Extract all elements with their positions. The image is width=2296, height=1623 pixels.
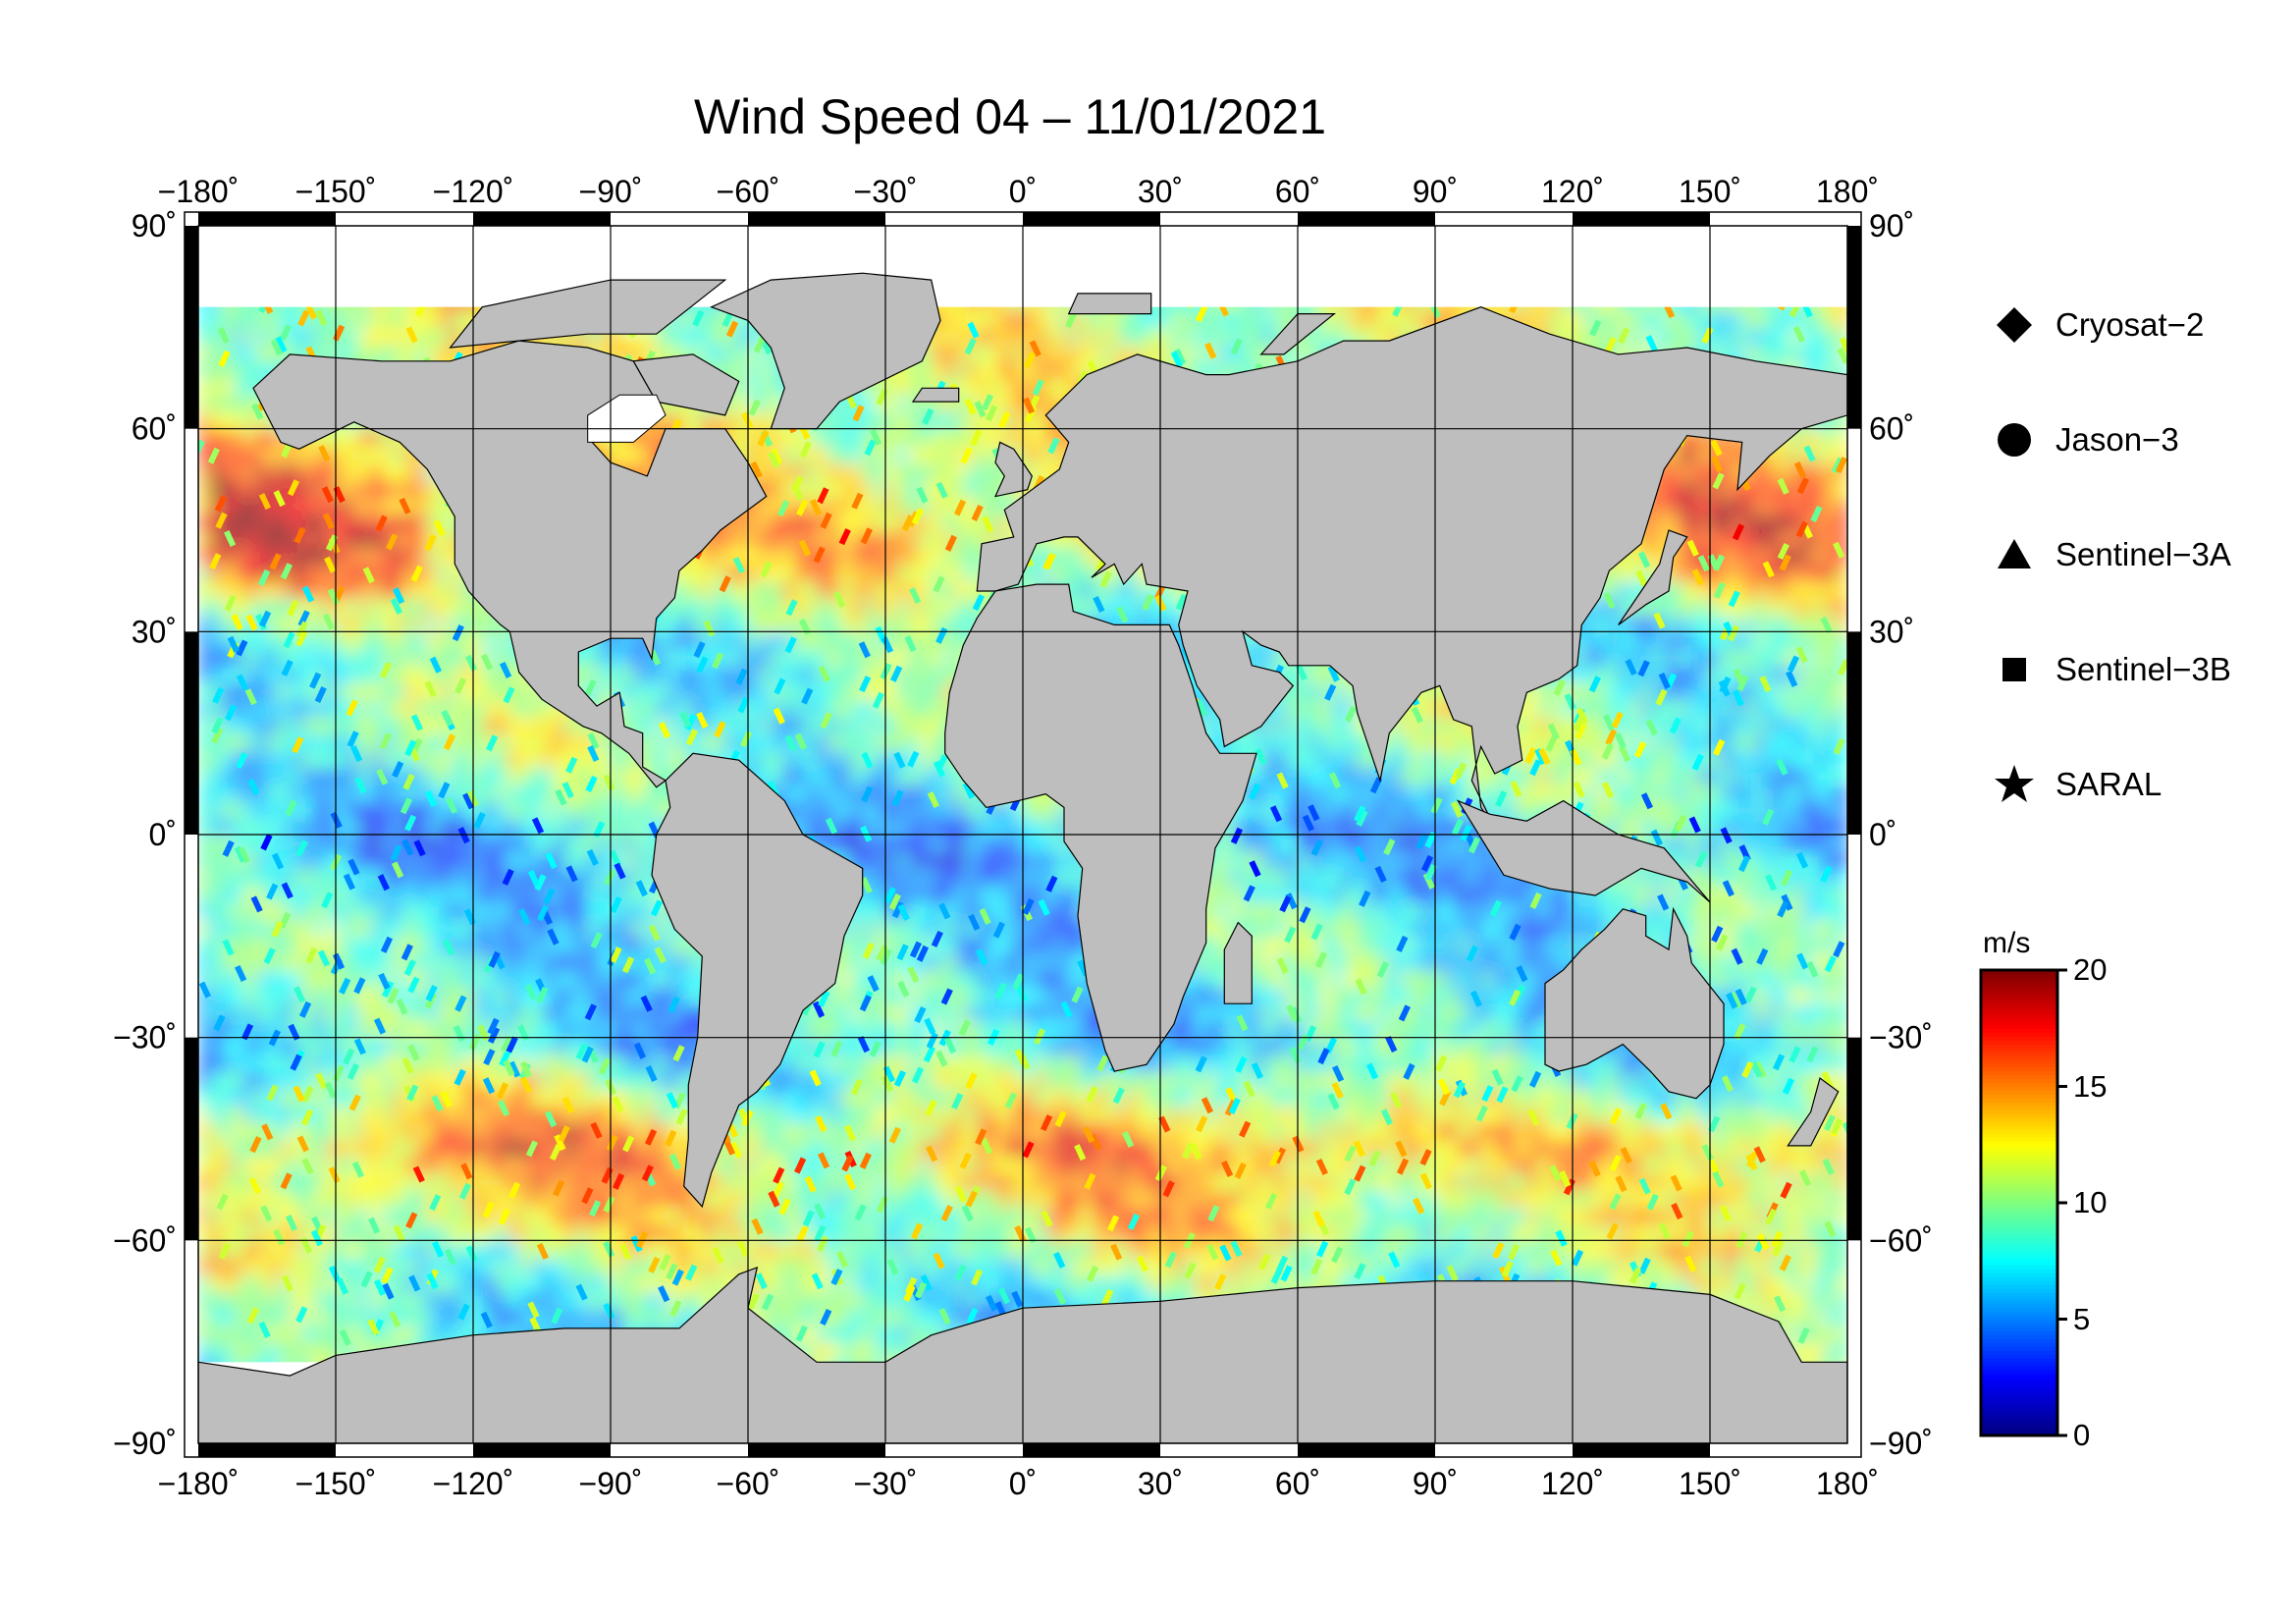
diamond-icon — [1993, 303, 2036, 347]
frame-segment-top — [198, 212, 336, 226]
frame-segment-left — [185, 226, 198, 429]
lat-tick-label-right: −90˚ — [1869, 1426, 1933, 1461]
map-frame — [184, 211, 1862, 1458]
lat-tick-label-left: −30˚ — [113, 1020, 177, 1055]
lat-tick-label-right: −30˚ — [1869, 1020, 1933, 1055]
colorbar-tick-label: 5 — [2073, 1301, 2091, 1336]
frame-segment-left — [185, 1037, 198, 1241]
svalbard-landmass — [1067, 293, 1152, 315]
madagascar-landmass — [1223, 921, 1253, 1004]
australia-landmass — [1544, 906, 1725, 1100]
eurasia-landmass — [976, 306, 1847, 829]
frame-segment-bottom — [1023, 1443, 1160, 1457]
colorbar-tick-label: 0 — [2073, 1418, 2091, 1452]
lon-tick-label-top: 120˚ — [1541, 174, 1604, 209]
frame-segment-top — [473, 212, 611, 226]
south-america-landmass — [651, 752, 864, 1209]
lon-tick-label-bottom: −60˚ — [717, 1466, 780, 1501]
lon-tick-label-top: −150˚ — [295, 174, 377, 209]
frame-segment-right — [1847, 1037, 1861, 1241]
legend-label: Cryosat−2 — [2056, 306, 2205, 343]
indonesia-landmass — [1456, 799, 1711, 903]
lat-tick-label-left: −90˚ — [113, 1426, 177, 1461]
frame-segment-right — [1847, 631, 1861, 835]
star-icon — [1993, 763, 2036, 806]
lon-tick-label-bottom: −30˚ — [854, 1466, 918, 1501]
frame-segment-bottom — [198, 1443, 336, 1457]
lat-tick-label-right: 60˚ — [1869, 411, 1914, 447]
frame-segment-left — [185, 631, 198, 835]
triangle-icon — [1993, 533, 2036, 576]
lon-tick-label-bottom: −120˚ — [433, 1466, 514, 1501]
lon-tick-label-top: 60˚ — [1275, 174, 1320, 209]
frame-segment-bottom — [748, 1443, 885, 1457]
square-icon — [1993, 648, 2036, 691]
frame-segment-right — [1847, 226, 1861, 429]
lon-tick-label-bottom: 60˚ — [1275, 1466, 1320, 1501]
legend-item: Sentinel−3B — [1993, 645, 2231, 694]
lon-tick-label-bottom: 0˚ — [1009, 1466, 1037, 1501]
japan-landmass — [1618, 529, 1688, 625]
lon-tick-label-top: −180˚ — [158, 174, 240, 209]
colorbar-tick-label: 20 — [2073, 952, 2108, 987]
lon-tick-label-top: 180˚ — [1816, 174, 1879, 209]
lon-tick-label-top: −120˚ — [433, 174, 514, 209]
lon-tick-label-bottom: 150˚ — [1679, 1466, 1741, 1501]
legend-label: Jason−3 — [2056, 421, 2179, 458]
legend-label: Sentinel−3A — [2056, 536, 2231, 572]
axis-labels: −180˚ −180˚ −150˚ −150˚ −120˚ −120˚ −90˚ −90˚ −6… — [113, 174, 1933, 1501]
lon-tick-label-top: −90˚ — [579, 174, 643, 209]
lat-tick-label-left: 60˚ — [132, 411, 177, 447]
map-title: Wind Speed 04 – 11/01/2021 — [693, 89, 1327, 144]
canadian-archipelago-landmass — [449, 279, 727, 349]
north-america-landmass — [252, 340, 768, 788]
frame-segment-bottom — [473, 1443, 611, 1457]
lon-tick-label-bottom: 90˚ — [1413, 1466, 1458, 1501]
legend-item: SARAL — [1993, 760, 2162, 809]
lat-tick-label-right: 90˚ — [1869, 208, 1914, 243]
lon-tick-label-bottom: −180˚ — [158, 1466, 240, 1501]
lon-tick-label-top: −30˚ — [854, 174, 918, 209]
colorbar-tick-label: 10 — [2073, 1185, 2108, 1219]
new-zealand-landmass — [1787, 1076, 1840, 1147]
lon-tick-label-bottom: 30˚ — [1138, 1466, 1183, 1501]
lon-tick-label-bottom: −90˚ — [579, 1466, 643, 1501]
lon-tick-label-top: 30˚ — [1138, 174, 1183, 209]
hudson-bay-ice — [587, 394, 667, 443]
lon-tick-label-top: −60˚ — [717, 174, 780, 209]
frame-segment-top — [1298, 212, 1435, 226]
legend-item: Cryosat−2 — [1993, 300, 2204, 350]
baffin-landmass — [632, 353, 740, 416]
legend-label: SARAL — [2056, 766, 2163, 802]
lon-tick-label-top: 150˚ — [1679, 174, 1741, 209]
greenland-landmass — [710, 272, 941, 430]
colorbar-unit: m/s — [1983, 927, 2031, 959]
frame-segment-top — [1023, 212, 1160, 226]
frame-segment-bottom — [1573, 1443, 1710, 1457]
lat-tick-label-left: 30˚ — [132, 614, 177, 649]
circle-icon — [1993, 418, 2036, 461]
frame-segment-bottom — [1298, 1443, 1435, 1457]
lon-tick-label-bottom: 180˚ — [1816, 1466, 1879, 1501]
legend-item: Sentinel−3A — [1993, 530, 2231, 579]
lon-tick-label-top: 0˚ — [1009, 174, 1037, 209]
frame-segment-top — [1573, 212, 1710, 226]
frame-segment-top — [748, 212, 885, 226]
colorbar-tick-label: 15 — [2073, 1068, 2108, 1104]
legend-label: Sentinel−3B — [2056, 651, 2231, 687]
lat-tick-label-left: 0˚ — [149, 817, 177, 852]
lat-tick-label-right: 30˚ — [1869, 614, 1914, 649]
lat-tick-label-left: 90˚ — [132, 208, 177, 243]
colorbar — [1979, 968, 2067, 1437]
lat-tick-label-right: −60˚ — [1869, 1222, 1933, 1258]
lat-tick-label-right: 0˚ — [1869, 817, 1896, 852]
lon-tick-label-top: 90˚ — [1413, 174, 1458, 209]
graticule — [198, 226, 1847, 1443]
legend-item: Jason−3 — [1993, 415, 2179, 464]
lat-tick-label-left: −60˚ — [113, 1222, 177, 1258]
iceland-landmass — [911, 387, 960, 403]
lon-tick-label-bottom: −150˚ — [295, 1466, 377, 1501]
lon-tick-label-bottom: 120˚ — [1541, 1466, 1604, 1501]
